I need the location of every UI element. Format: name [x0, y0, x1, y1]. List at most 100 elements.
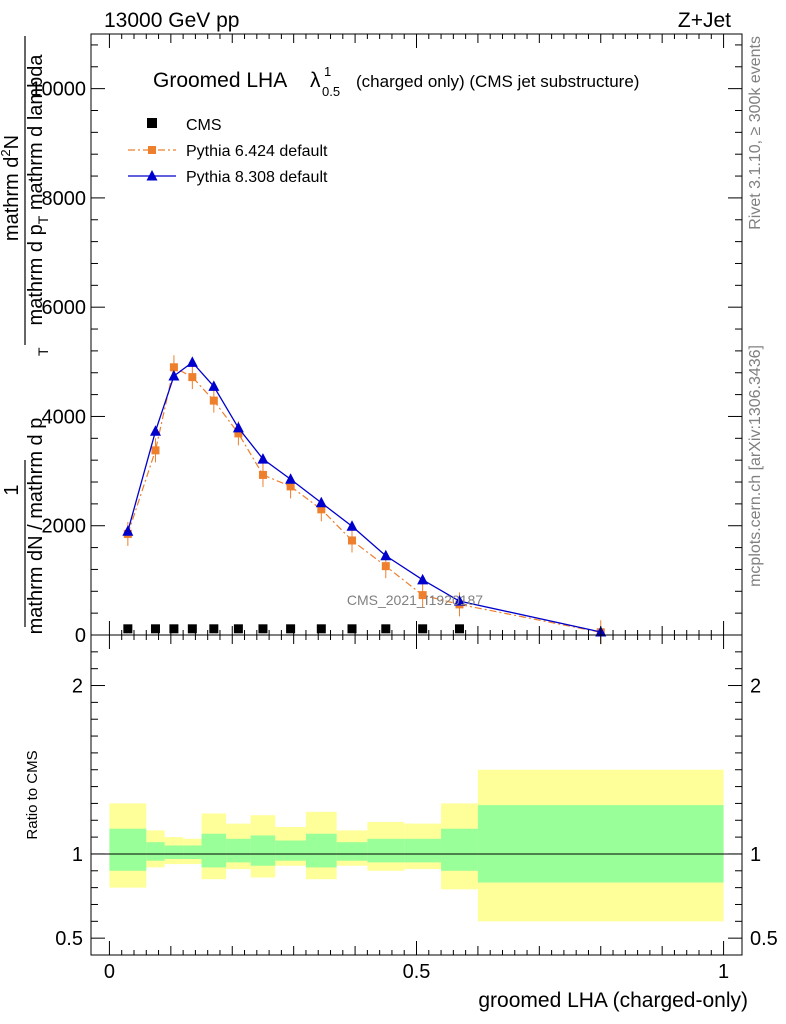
ratio-y-tick-label: 1: [72, 844, 83, 866]
main-y-tick-label: 6000: [42, 297, 87, 319]
ratio-plot: 0.5 0.51 12 2 0 0.5 1 Ratio to CMS groomed LH…: [24, 634, 778, 1012]
pythia8-data-point: [208, 380, 220, 391]
pythia6-data-point: [317, 505, 326, 514]
cms-data-point: [233, 624, 243, 634]
pythia6-data-point: [286, 482, 295, 491]
title-lambda: λ: [310, 69, 321, 92]
ratio-y-ticks: 0.5 0.5 1 1 2 2: [55, 651, 778, 950]
pythia8-data-point: [453, 595, 465, 606]
cms-data-point: [381, 624, 391, 634]
mcplots-label: mcplots.cern.ch [arXiv:1306.3436]: [747, 345, 764, 587]
ratio-band-green: [183, 845, 202, 859]
pythia8-data-point: [122, 525, 134, 536]
cms-data-point: [209, 624, 219, 634]
pythia8-line: [127, 361, 601, 633]
legend-marker-pythia6: [148, 146, 156, 154]
pythia8-data-point: [315, 496, 327, 508]
ratio-band-green: [367, 838, 405, 863]
pythia8-data-point: [285, 473, 297, 484]
ratio-y-tick-label: 0.5: [55, 928, 83, 950]
cms-data-point: [169, 624, 179, 634]
main-plot-title: Groomed LHA λ 1 0.5 (charged only) (CMS …: [153, 64, 639, 99]
cms-data-point: [454, 624, 464, 634]
ratio-y-tick-label-right: 1: [750, 844, 761, 866]
ratio-band-green: [201, 833, 227, 868]
pythia8-data-point: [149, 425, 161, 436]
pythia8-data-point: [186, 356, 198, 367]
legend-item-pythia6: Pythia 6.424 default: [128, 143, 328, 160]
x-tick-label: 0.5: [403, 961, 431, 983]
main-plot: 0 2000 4000 6000 8000 10000 Groomed LHA λ 1 0…: [0, 33, 743, 647]
cms-data-point: [258, 624, 268, 634]
ratio-bands: [109, 769, 724, 922]
ratio-band-green: [226, 838, 251, 863]
pythia8-data-point: [380, 549, 392, 561]
cms-data-point: [286, 624, 296, 634]
legend-label-pythia8: Pythia 8.308 default: [186, 169, 328, 186]
legend: CMS Pythia 6.424 default Pythia 8.308 de…: [128, 117, 328, 186]
ratio-band-green: [336, 842, 368, 861]
cms-data-point: [187, 624, 197, 634]
x-tick-label: 1: [718, 961, 729, 983]
main-x-ticks: [108, 34, 725, 635]
cms-data-point: [347, 624, 357, 634]
ylabel-frac1-subscript: T: [35, 347, 51, 356]
ratio-y-tick-label-right: 0.5: [750, 928, 778, 950]
ylabel-frac1-denominator: mathrm dN / mathrm d p: [25, 418, 47, 635]
legend-item-pythia8: Pythia 8.308 default: [128, 169, 328, 186]
legend-item-cms: CMS: [147, 117, 222, 134]
pythia6-data-point: [348, 536, 357, 545]
main-y-axis-label: 1 mathrm dN / mathrm d p T mathrm d2N ma…: [0, 36, 51, 634]
pythia6-data-point: [258, 470, 267, 479]
ratio-band-green: [275, 840, 306, 861]
ratio-band-green: [441, 828, 478, 871]
x-axis-label: groomed LHA (charged-only): [478, 989, 748, 1012]
header-left-label: 13000 GeV pp: [104, 9, 239, 32]
legend-marker-pythia8: [146, 170, 158, 181]
ratio-band-green: [305, 833, 337, 868]
ratio-band-green: [404, 838, 442, 863]
title-main: Groomed LHA: [153, 69, 287, 92]
main-y-tick-label: 8000: [42, 188, 87, 210]
main-y-tick-label: 4000: [42, 406, 87, 428]
pythia6-data-point: [188, 373, 197, 382]
ratio-y-tick-label: 2: [72, 676, 83, 698]
cms-data-point: [123, 624, 133, 634]
ratio-band-green: [146, 842, 165, 861]
ylabel-frac2-denominator: mathrm d pT mathrm d lambda: [25, 54, 51, 326]
cms-data-point: [418, 624, 428, 634]
title-subscript: 0.5: [322, 84, 340, 99]
main-y-tick-label: 10000: [30, 79, 86, 101]
pythia8-data-point: [346, 520, 358, 531]
cms-data-point: [150, 624, 160, 634]
ratio-x-ticks: 0 0.5 1: [104, 635, 729, 983]
ylabel-frac1-numerator: 1: [1, 484, 23, 495]
pythia6-data-point: [381, 562, 390, 571]
rivet-version-label: Rivet 3.1.10, ≥ 300k events: [747, 36, 764, 230]
ratio-band-green: [250, 835, 276, 866]
ratio-band-green: [164, 845, 184, 859]
main-y-ticks: 0 2000 4000 6000 8000 10000: [30, 44, 742, 647]
ratio-band-green: [109, 828, 147, 871]
cms-data-point: [316, 624, 326, 634]
ratio-y-axis-label: Ratio to CMS: [24, 750, 41, 839]
x-tick-label: 0: [104, 961, 115, 983]
ratio-y-tick-label-right: 2: [750, 676, 761, 698]
main-y-tick-label: 0: [75, 625, 86, 647]
pythia6-data-point: [418, 591, 427, 600]
pythia6-data-point: [151, 446, 160, 455]
legend-label-cms: CMS: [186, 117, 222, 134]
analysis-watermark: CMS_2021_I1920187: [347, 592, 483, 608]
header-right-label: Z+Jet: [678, 9, 731, 32]
main-y-tick-label: 2000: [42, 516, 87, 538]
legend-label-pythia6: Pythia 6.424 default: [186, 143, 328, 160]
pythia6-data-point: [234, 429, 243, 438]
pythia8-data-point: [417, 573, 429, 585]
title-superscript: 1: [324, 64, 331, 79]
pythia6-data-point: [169, 363, 178, 372]
legend-marker-cms: [147, 118, 157, 128]
pythia8-data-point: [257, 453, 269, 464]
title-suffix: (charged only) (CMS jet substructure): [356, 72, 639, 91]
ylabel-frac2-numerator: mathrm d2N: [0, 135, 23, 241]
